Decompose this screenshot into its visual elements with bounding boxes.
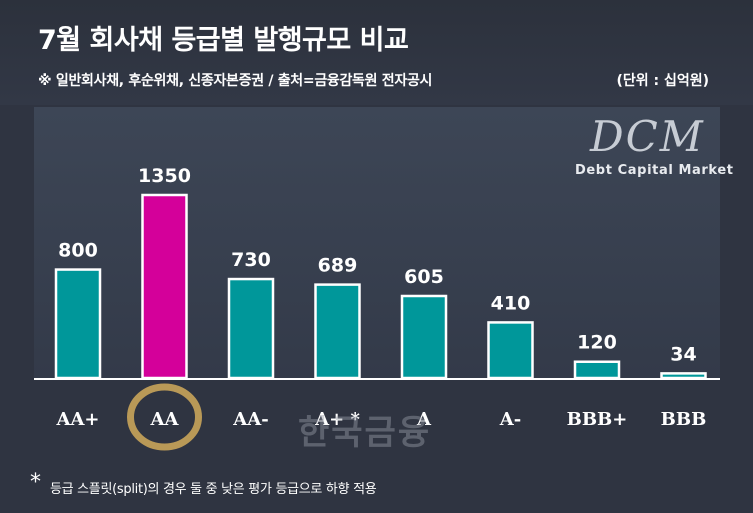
chart-title: 7월 회사채 등급별 발행규모 비교	[38, 25, 409, 56]
footnote-mark: *	[30, 470, 41, 495]
bar-4	[314, 283, 361, 380]
dcm-tagline: Debt Capital Market	[575, 163, 734, 178]
bar-5	[400, 294, 448, 380]
data-label-6: 410	[491, 292, 531, 314]
bar-8	[660, 372, 707, 380]
x-tick-label-8: BBB	[661, 409, 707, 430]
highlight-circle	[127, 383, 202, 451]
unit-label: (단위 : 십억원)	[616, 73, 709, 89]
bar-2	[141, 193, 188, 380]
data-label-1: 800	[58, 240, 98, 262]
data-label-4: 689	[318, 255, 358, 277]
watermark: 한국금융	[298, 413, 432, 453]
x-tick-label-1: AA+	[55, 409, 99, 430]
bar-6	[487, 321, 534, 380]
x-tick-label-7: BBB+	[567, 409, 628, 430]
chart-subtitle: ※ 일반회사채, 후순위채, 신종자본증권 / 출처=금융감독원 전자공시	[38, 73, 433, 89]
header-band	[0, 0, 753, 105]
data-label-8: 34	[670, 343, 696, 365]
data-label-3: 730	[231, 249, 271, 271]
footnote-text: 등급 스플릿(split)의 경우 둘 중 낮은 평가 등급으로 하향 적용	[50, 482, 377, 497]
x-tick-label-4: A+ *	[314, 409, 360, 430]
bar-1	[54, 268, 102, 380]
data-label-5: 605	[404, 266, 444, 288]
bar-7	[573, 360, 621, 380]
x-tick-label-6: A-	[499, 409, 521, 430]
x-tick-label-5: A	[416, 409, 432, 430]
x-tick-label-3: AA-	[232, 409, 268, 430]
bar-3	[227, 277, 275, 380]
data-label-7: 120	[577, 332, 617, 354]
dcm-logo: DCM	[590, 112, 705, 161]
data-label-2: 1350	[138, 165, 191, 187]
x-tick-label-2: AA	[150, 409, 180, 430]
